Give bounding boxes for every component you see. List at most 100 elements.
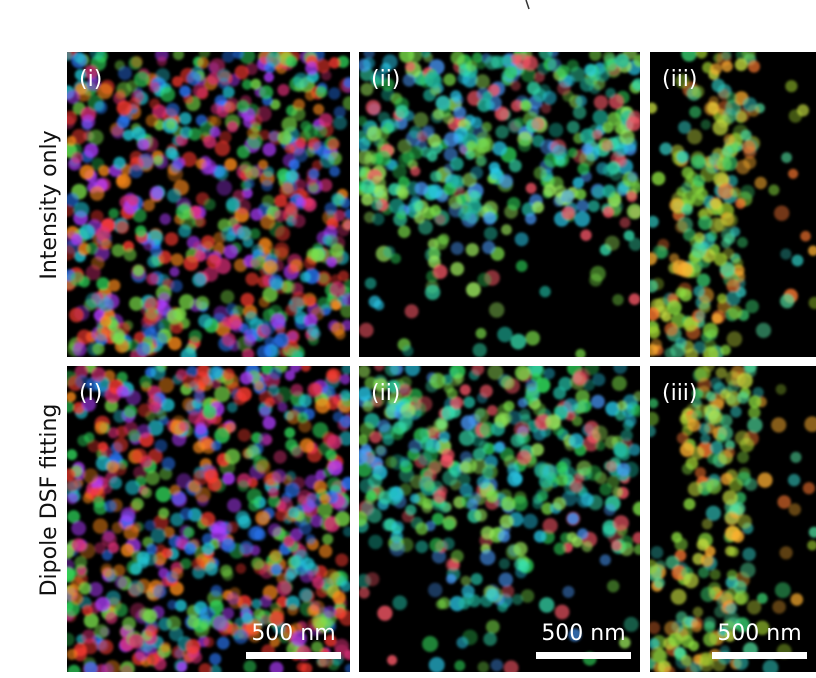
particle	[490, 659, 503, 672]
particle	[700, 119, 711, 130]
particle	[419, 436, 435, 451]
particle	[472, 447, 486, 461]
particle	[214, 386, 231, 403]
particle	[216, 180, 233, 196]
particle	[262, 287, 278, 303]
particle	[745, 299, 759, 314]
particle	[656, 246, 669, 259]
particle	[325, 234, 338, 247]
particle	[463, 396, 476, 409]
particles	[67, 366, 350, 672]
particle	[327, 370, 338, 381]
particle	[83, 468, 99, 484]
particle	[780, 248, 792, 260]
particle	[705, 505, 722, 521]
particle	[241, 79, 253, 90]
particle	[687, 129, 703, 145]
particle	[630, 404, 640, 418]
particle	[478, 440, 490, 451]
particle	[808, 245, 816, 256]
particle	[256, 106, 272, 122]
particle	[650, 546, 664, 559]
particle	[737, 372, 753, 389]
particle	[690, 154, 706, 170]
particle	[632, 78, 640, 91]
particle	[331, 300, 342, 311]
particle	[263, 72, 274, 83]
particle	[72, 342, 87, 357]
particle	[538, 474, 553, 489]
particle	[777, 495, 791, 509]
particle	[515, 260, 528, 272]
particle	[145, 114, 159, 127]
particle	[679, 288, 693, 302]
particle	[737, 514, 752, 529]
particle	[684, 348, 699, 357]
particle	[499, 174, 513, 189]
particle	[681, 203, 693, 216]
particle	[85, 292, 102, 309]
particle	[149, 98, 161, 110]
particle	[149, 186, 164, 201]
particle	[563, 74, 576, 87]
particle	[681, 655, 693, 667]
particle	[180, 558, 192, 570]
particle	[182, 397, 197, 412]
particle	[160, 642, 171, 653]
particle	[591, 394, 605, 409]
particle	[297, 495, 308, 506]
particle	[676, 432, 689, 444]
particle	[399, 52, 415, 63]
particle	[466, 140, 477, 152]
particle	[498, 530, 511, 543]
particle	[75, 83, 87, 96]
particle	[341, 476, 350, 490]
particle	[748, 406, 761, 419]
particle	[703, 632, 718, 647]
particle	[800, 230, 811, 242]
particle	[247, 526, 262, 541]
particle	[259, 564, 274, 579]
particle	[525, 213, 537, 225]
particle	[72, 402, 85, 414]
particle	[145, 625, 157, 637]
particle	[755, 620, 770, 635]
particle	[438, 431, 451, 443]
particle	[676, 150, 689, 164]
particle	[701, 518, 713, 530]
particle	[570, 480, 583, 493]
particle	[726, 617, 740, 630]
particle	[526, 81, 541, 95]
particle	[365, 99, 381, 116]
particle	[723, 213, 738, 228]
particle	[275, 509, 288, 522]
particle	[724, 447, 735, 458]
particle	[392, 595, 408, 611]
particle	[695, 310, 706, 322]
particle	[153, 584, 167, 599]
particle	[78, 582, 92, 595]
particle	[172, 52, 185, 61]
particle	[222, 368, 235, 381]
particle	[236, 226, 251, 240]
particle	[169, 266, 180, 277]
particle	[217, 68, 231, 82]
particle	[251, 598, 262, 610]
particle	[568, 433, 584, 449]
particle	[613, 515, 629, 531]
particle	[227, 402, 238, 413]
particle	[698, 567, 710, 579]
particle	[590, 265, 606, 282]
particle	[664, 621, 679, 636]
particle	[461, 584, 475, 599]
row-label: Intensity only	[37, 130, 62, 279]
particle	[677, 262, 693, 278]
particle	[479, 421, 495, 438]
particle	[574, 188, 587, 201]
particle	[398, 416, 413, 431]
particle	[315, 59, 331, 74]
particle	[532, 201, 544, 214]
particle	[261, 194, 275, 208]
particle	[512, 594, 523, 605]
particle	[128, 429, 141, 442]
